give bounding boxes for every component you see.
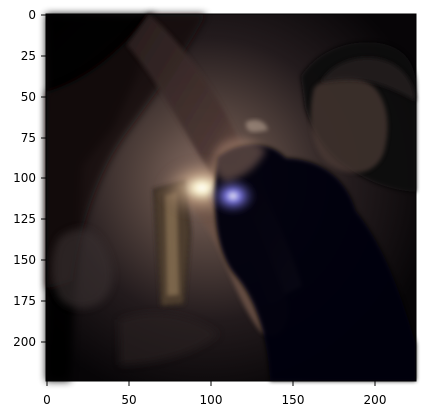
x-tick-label: 50 (121, 393, 136, 407)
x-tick-label: 150 (282, 393, 305, 407)
plot-frame (45, 13, 417, 382)
y-axis-ticks: 0 25 50 75 100 125 150 175 200 (13, 8, 46, 349)
left-textured-clothing (51, 229, 113, 309)
y-tick-label: 50 (21, 90, 36, 104)
axes: 0 50 100 150 200 0 25 50 75 100 (13, 8, 417, 407)
y-tick-label: 0 (28, 8, 36, 22)
y-tick-label: 100 (13, 171, 36, 185)
right-person-face (310, 74, 388, 173)
small-highlight (245, 119, 268, 132)
y-tick-label: 200 (13, 335, 36, 349)
warm-rim-light (213, 138, 266, 182)
right-person-dark-shirt (214, 144, 416, 381)
blue-light-reflection (208, 176, 258, 216)
dark-cap (321, 57, 416, 101)
y-tick-label: 150 (13, 253, 36, 267)
x-tick-label: 0 (43, 393, 51, 407)
x-tick-label: 200 (364, 393, 387, 407)
lower-shadow (119, 312, 219, 365)
y-tick-label: 175 (13, 294, 36, 308)
x-axis-ticks: 0 50 100 150 200 (43, 381, 386, 407)
left-shadow-mass (46, 14, 206, 289)
photo (46, 14, 416, 381)
y-tick-label: 125 (13, 212, 36, 226)
device-highlight (165, 192, 179, 296)
x-tick-label: 100 (200, 393, 223, 407)
y-tick-label: 75 (21, 131, 36, 145)
y-tick-label: 25 (21, 49, 36, 63)
